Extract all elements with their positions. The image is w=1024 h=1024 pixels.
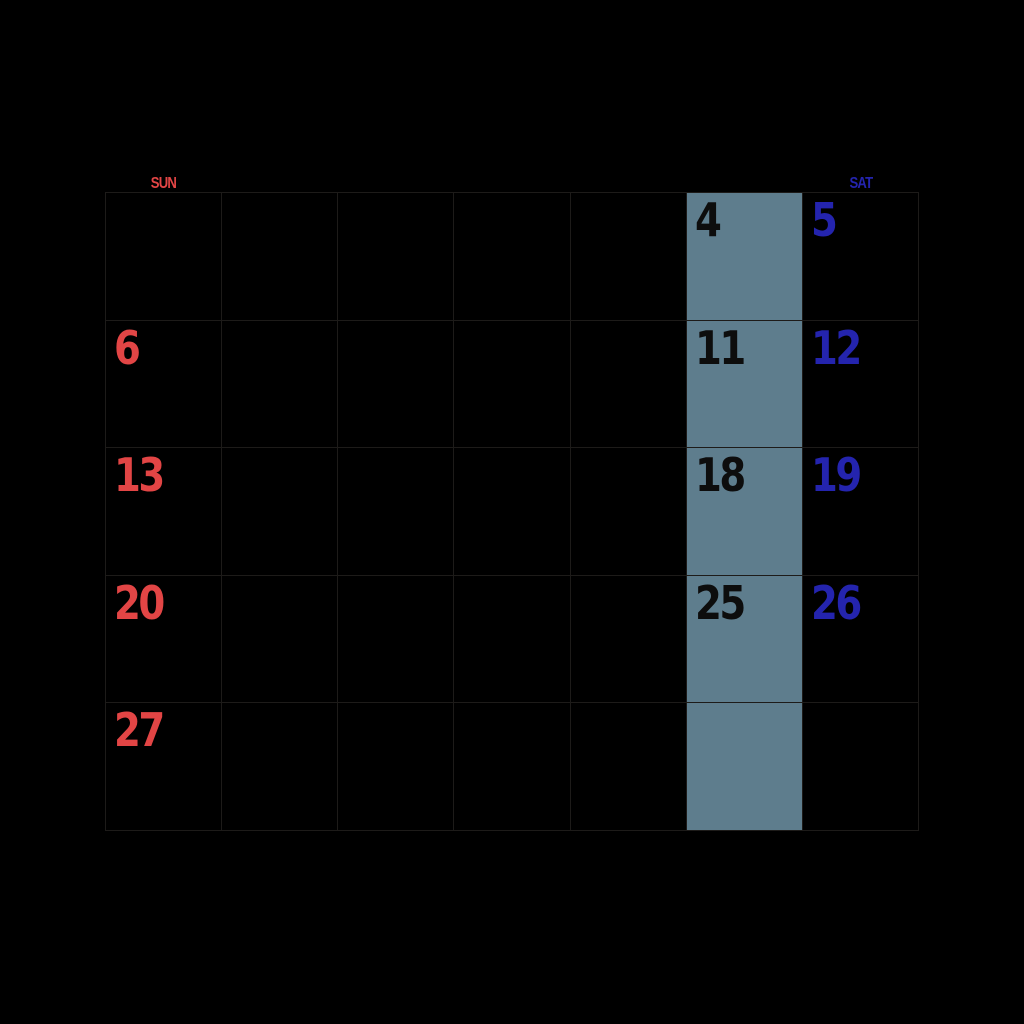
weekday-header-mon [221,170,337,192]
date-cell-empty[interactable] [338,448,455,576]
date-cell-empty[interactable] [222,703,339,831]
date-number: 12 [810,320,862,375]
date-cell-empty[interactable] [570,320,687,449]
date-cell-empty[interactable] [222,193,339,321]
date-cell-4[interactable]: 4 [686,193,803,321]
weekday-header-sun: SUN [105,170,221,192]
date-number: 18 [694,448,746,503]
date-number: 11 [694,320,746,375]
date-cell-13[interactable]: 13 [106,448,223,576]
date-cell-empty[interactable] [686,703,803,831]
date-cell-12[interactable]: 12 [802,320,919,449]
date-cell-6[interactable]: 6 [106,320,223,449]
date-cell-empty[interactable] [570,193,687,321]
date-cell-empty[interactable] [570,575,687,704]
date-number: 19 [810,448,862,503]
date-cell-empty[interactable] [338,575,455,704]
date-cell-empty[interactable] [454,193,571,321]
date-cell-20[interactable]: 20 [106,575,223,704]
date-cell-empty[interactable] [222,448,339,576]
date-cell-18[interactable]: 18 [686,448,803,576]
date-number: 20 [114,575,165,630]
weekday-label: SAT [849,175,873,192]
date-number: 27 [114,703,165,758]
weekday-label: SUN [150,175,177,192]
date-cell-empty[interactable] [338,320,455,449]
weekday-header-sat: SAT [803,170,919,192]
weekday-header-thu [570,170,686,192]
date-number: 6 [114,320,141,375]
date-cell-11[interactable]: 11 [686,320,803,449]
date-cell-empty[interactable] [338,193,455,321]
date-cell-empty[interactable] [222,575,339,704]
date-cell-empty[interactable] [454,448,571,576]
date-cell-empty[interactable] [802,703,919,831]
date-cell-empty[interactable] [454,703,571,831]
date-cell-empty[interactable] [222,320,339,449]
calendar-grid: 4 5 6 11 12 13 18 19 20 25 26 27 [105,192,919,831]
date-number: 25 [694,575,746,630]
date-cell-27[interactable]: 27 [106,703,223,831]
date-cell-25[interactable]: 25 [686,575,803,704]
date-cell-19[interactable]: 19 [802,448,919,576]
date-number: 13 [114,448,165,503]
date-cell-empty[interactable] [454,320,571,449]
weekday-header-wed [454,170,570,192]
date-cell-5[interactable]: 5 [802,193,919,321]
weekday-header-row: SUN SAT [105,170,919,192]
date-cell-26[interactable]: 26 [802,575,919,704]
date-cell-empty[interactable] [106,193,223,321]
date-number: 26 [810,575,862,630]
date-cell-empty[interactable] [570,703,687,831]
date-cell-empty[interactable] [570,448,687,576]
weekday-header-fri [686,170,802,192]
date-cell-empty[interactable] [454,575,571,704]
date-cell-empty[interactable] [338,703,455,831]
weekday-header-tue [338,170,454,192]
date-number: 4 [694,193,722,247]
date-number: 5 [810,193,838,247]
